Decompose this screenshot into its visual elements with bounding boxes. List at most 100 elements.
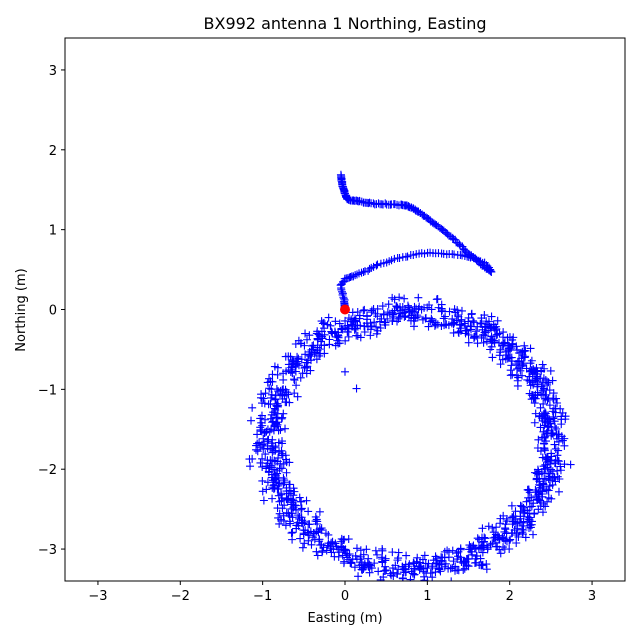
data-point <box>334 339 343 348</box>
data-point <box>351 551 360 560</box>
data-point <box>341 336 350 345</box>
data-point <box>553 398 562 407</box>
data-point <box>300 539 309 548</box>
data-point <box>454 312 463 321</box>
data-point <box>530 418 539 427</box>
data-point <box>267 393 276 402</box>
data-point <box>286 489 295 498</box>
data-point <box>365 560 374 569</box>
data-point <box>341 545 350 554</box>
data-point <box>537 390 546 399</box>
data-point <box>429 318 438 327</box>
data-point <box>273 409 282 418</box>
data-point <box>549 389 558 398</box>
data-point <box>261 450 270 459</box>
data-point <box>315 535 324 544</box>
data-point <box>290 389 299 398</box>
data-point <box>477 319 486 328</box>
x-tick-label: −3 <box>88 589 107 604</box>
data-point <box>305 520 314 529</box>
chart-title: BX992 antenna 1 Northing, Easting <box>204 14 487 33</box>
data-point <box>510 517 519 526</box>
data-point <box>541 464 550 473</box>
data-point <box>337 324 346 333</box>
data-point <box>272 413 281 422</box>
data-point <box>511 507 520 516</box>
data-point <box>292 381 301 390</box>
data-point <box>279 459 288 468</box>
data-point <box>262 485 271 494</box>
data-point <box>316 541 325 550</box>
data-point <box>496 345 505 354</box>
data-point <box>282 495 291 504</box>
data-point <box>537 490 546 499</box>
data-point <box>464 338 473 347</box>
data-point <box>512 360 521 369</box>
data-point <box>496 549 505 558</box>
data-point <box>356 552 365 561</box>
data-point <box>408 569 417 578</box>
data-point <box>554 446 563 455</box>
data-point <box>259 434 268 443</box>
data-point <box>258 487 267 496</box>
data-point <box>549 429 558 438</box>
data-point <box>256 414 265 423</box>
data-point <box>312 329 321 338</box>
data-point <box>360 328 369 337</box>
data-point <box>296 373 305 382</box>
data-point <box>298 543 307 552</box>
data-point <box>457 317 466 326</box>
data-point <box>246 462 255 471</box>
data-point <box>517 502 526 511</box>
data-point <box>515 518 524 527</box>
data-point <box>476 554 485 563</box>
data-point <box>317 526 326 535</box>
data-point <box>379 573 388 581</box>
data-point <box>420 551 429 560</box>
data-point <box>470 558 479 567</box>
data-point <box>533 367 542 376</box>
data-point <box>359 306 368 315</box>
data-point <box>352 544 361 553</box>
data-point <box>414 562 423 571</box>
data-point <box>378 557 387 566</box>
data-point <box>519 359 528 368</box>
data-point <box>514 533 523 542</box>
data-point <box>352 270 361 279</box>
data-point <box>504 344 513 353</box>
data-point <box>407 203 416 212</box>
data-point <box>257 418 266 427</box>
data-point <box>506 345 515 354</box>
data-point <box>488 353 497 362</box>
data-point <box>482 337 491 346</box>
data-point <box>539 480 548 489</box>
data-point <box>455 321 464 330</box>
data-point <box>414 293 423 302</box>
data-point <box>390 295 399 304</box>
data-point <box>542 429 551 438</box>
data-point <box>257 427 266 436</box>
origin-marker <box>340 304 350 315</box>
data-point <box>355 311 364 320</box>
data-point <box>287 365 296 374</box>
data-point <box>259 445 268 454</box>
data-point <box>289 496 298 505</box>
data-point <box>488 539 497 548</box>
data-point <box>320 341 329 350</box>
data-point <box>495 351 504 360</box>
data-point <box>308 341 317 350</box>
data-point <box>279 480 288 489</box>
data-point <box>276 390 285 399</box>
data-point <box>454 566 463 575</box>
data-point <box>260 399 269 408</box>
data-point <box>289 484 298 493</box>
data-point <box>546 419 555 428</box>
data-point <box>394 314 403 323</box>
data-point <box>476 319 485 328</box>
data-point <box>313 517 322 526</box>
data-point <box>549 412 558 421</box>
data-point <box>566 460 575 469</box>
data-point <box>428 573 437 581</box>
data-point <box>305 350 314 359</box>
data-point <box>394 565 403 574</box>
